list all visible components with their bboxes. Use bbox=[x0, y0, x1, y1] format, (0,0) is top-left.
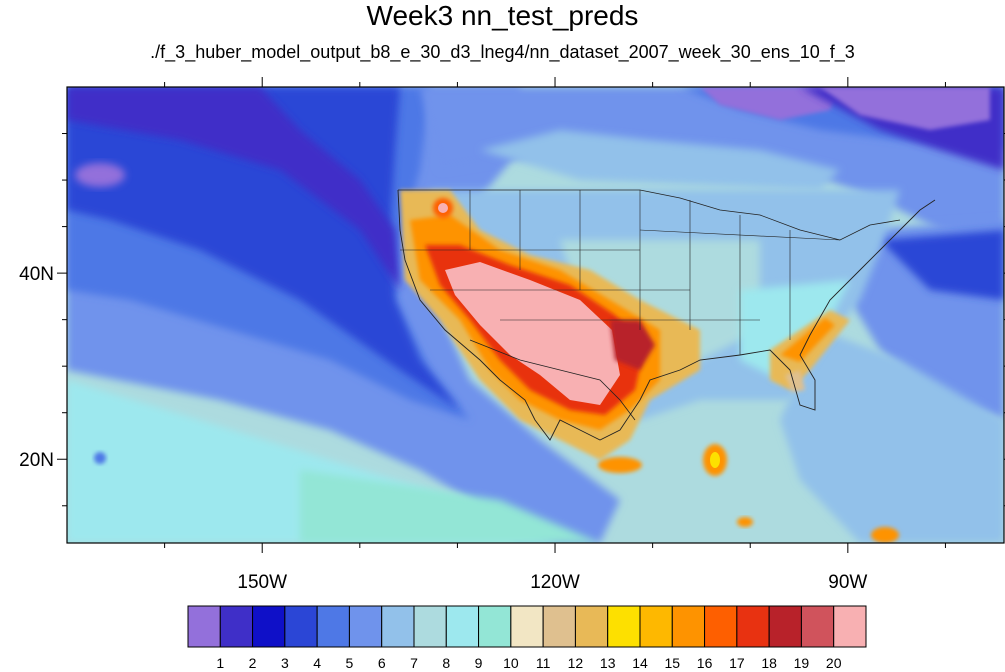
x-tick-label: 120W bbox=[530, 572, 580, 593]
atlantic-light bbox=[780, 330, 1004, 543]
carib-spot bbox=[871, 527, 899, 543]
colorbar-label: 19 bbox=[794, 655, 810, 671]
florida-spot bbox=[785, 370, 805, 392]
us-east bbox=[740, 280, 850, 380]
hawaii-spot bbox=[94, 452, 106, 464]
colorbar-label: 3 bbox=[281, 655, 289, 671]
mexico-border bbox=[469, 339, 636, 421]
pnw-spot-inner bbox=[438, 203, 448, 213]
pacific-light-2 bbox=[300, 470, 600, 543]
atlantic-band-2 bbox=[880, 230, 1004, 300]
colorbar-box bbox=[833, 605, 867, 648]
precip-field bbox=[67, 87, 1004, 543]
canada-border bbox=[398, 189, 901, 241]
colorbar-box bbox=[316, 605, 350, 648]
colorbar-label: 12 bbox=[568, 655, 584, 671]
x-tick-label: 90W bbox=[828, 572, 867, 593]
y-tick-label: 40N bbox=[19, 264, 54, 285]
mexico-spot bbox=[598, 457, 642, 473]
colorbar-label: 16 bbox=[697, 655, 713, 671]
pacific-band-4 bbox=[67, 87, 460, 410]
axis-tick-labels: 150W 120W 90W 40N 20N bbox=[19, 264, 867, 593]
colorbar-boxes bbox=[187, 605, 867, 648]
colorbar-box bbox=[478, 605, 512, 648]
colorbar-box bbox=[252, 605, 286, 648]
colorbar-box bbox=[219, 605, 254, 648]
colorbar-label: 13 bbox=[600, 655, 616, 671]
colorbar-box bbox=[284, 605, 318, 648]
sw-darkred bbox=[610, 320, 655, 370]
colorbar-box bbox=[445, 605, 480, 648]
colorbar-label: 15 bbox=[664, 655, 680, 671]
colorbar-label: 7 bbox=[410, 655, 418, 671]
pacific-band-2 bbox=[67, 87, 400, 290]
y-tick-label: 20N bbox=[19, 450, 54, 471]
colorbar-box bbox=[574, 605, 609, 648]
colorbar-label: 11 bbox=[536, 655, 551, 671]
colorbar-label: 14 bbox=[632, 655, 648, 671]
colorbar-label: 2 bbox=[249, 655, 257, 671]
sw-pink bbox=[445, 262, 620, 405]
canada-band-light bbox=[480, 130, 840, 190]
colorbar-label: 6 bbox=[378, 655, 386, 671]
plot-frame bbox=[66, 86, 1005, 544]
colorbar-labels: 1 2 3 4 5 6 7 8 9 10 11 12 13 14 15 16 17 18 19 20 bbox=[216, 655, 841, 671]
labrador-patch-1 bbox=[820, 87, 990, 130]
colorbar-box bbox=[639, 605, 673, 648]
colorbar-label: 17 bbox=[729, 655, 745, 671]
colorbar-box bbox=[348, 605, 383, 648]
hudson-patch-1 bbox=[700, 87, 840, 120]
colorbar-label: 10 bbox=[503, 655, 519, 671]
colorbar-box bbox=[768, 605, 802, 648]
gulf-spot-inner bbox=[710, 452, 720, 468]
colorbar-box bbox=[704, 605, 738, 648]
us-coastline bbox=[397, 189, 936, 441]
colorbar-box bbox=[413, 605, 447, 648]
colorbar-box bbox=[542, 605, 576, 648]
colorbar-label: 8 bbox=[442, 655, 450, 671]
x-tick-label: 150W bbox=[237, 572, 287, 593]
colorbar-box bbox=[736, 605, 770, 648]
colorbar-label: 5 bbox=[346, 655, 354, 671]
colorbar-label: 9 bbox=[475, 655, 483, 671]
pacific-patch-1 bbox=[75, 163, 125, 187]
colorbar-label: 18 bbox=[761, 655, 777, 671]
colorbar-label: 1 bbox=[216, 655, 224, 671]
colorbar-box bbox=[381, 605, 415, 648]
colorbar-box bbox=[607, 605, 641, 648]
colorbar-box bbox=[671, 605, 706, 648]
colorbar-label: 20 bbox=[826, 655, 842, 671]
chart-title: Week3 nn_test_preds bbox=[366, 0, 639, 31]
colorbar-box bbox=[187, 605, 221, 648]
colorbar-box bbox=[800, 605, 835, 648]
chart-subtitle: ./f_3_huber_model_output_b8_e_30_d3_lneg… bbox=[150, 42, 855, 62]
colorbar-label: 4 bbox=[313, 655, 321, 671]
carib-spot-2 bbox=[737, 517, 753, 527]
colorbar-box bbox=[510, 605, 544, 648]
state-grid bbox=[400, 190, 841, 355]
